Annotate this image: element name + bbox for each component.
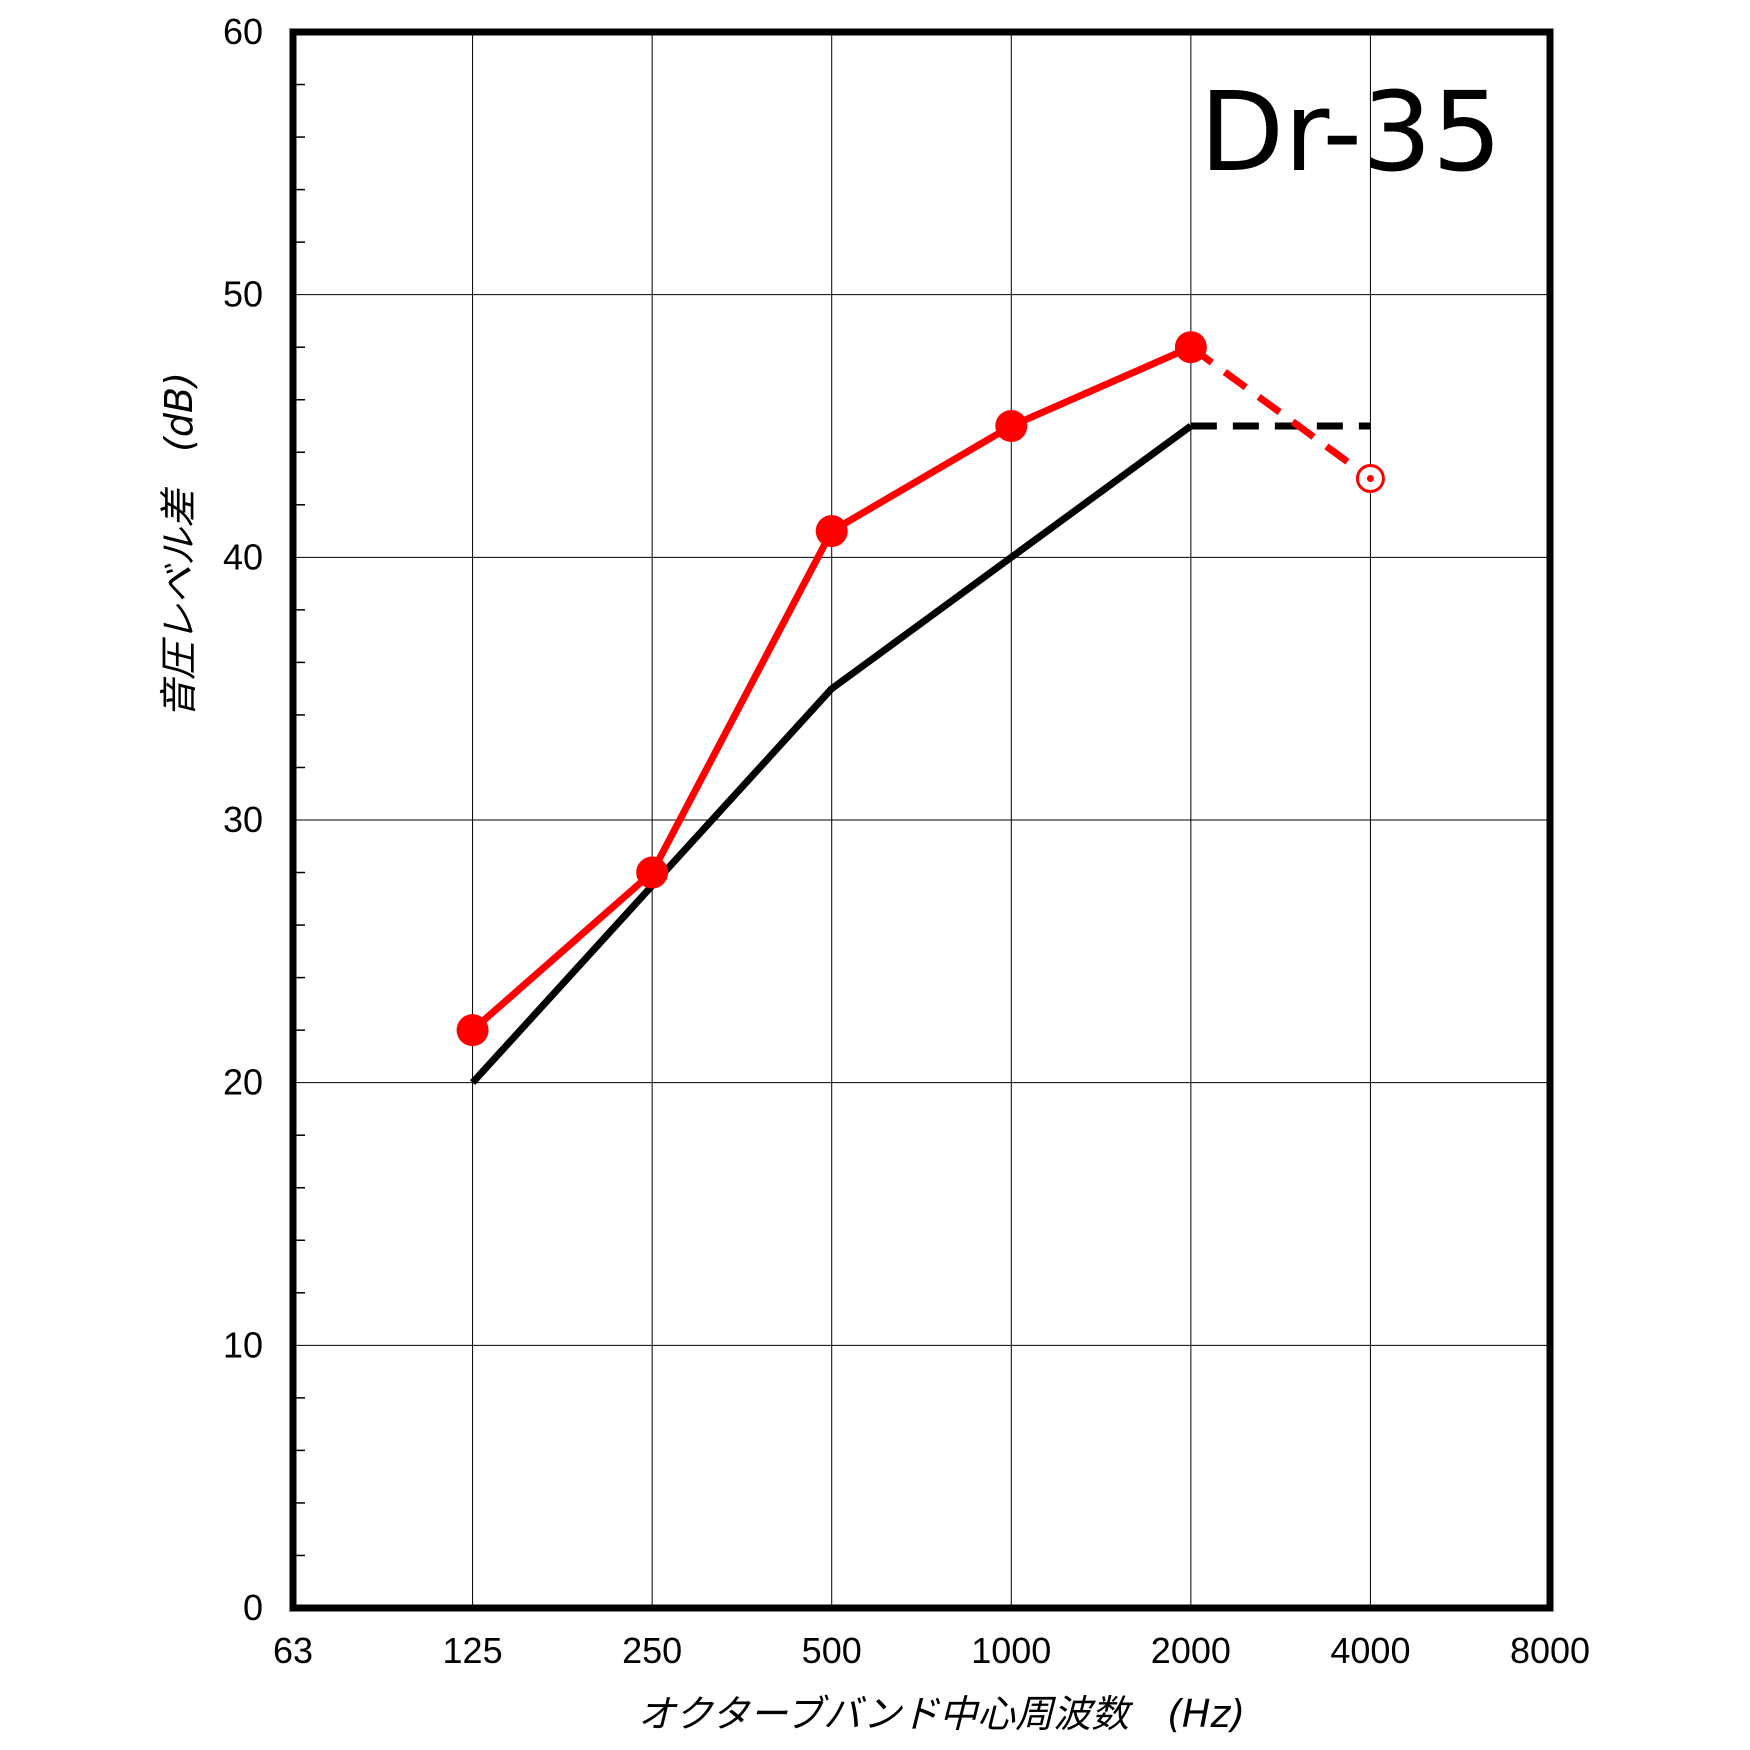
y-tick-label: 60 — [223, 11, 263, 52]
x-tick-label: 1000 — [971, 1630, 1051, 1671]
series-line — [469, 423, 1193, 1086]
data-point — [636, 856, 669, 889]
x-tick-label: 500 — [802, 1630, 862, 1671]
data-point — [815, 515, 848, 548]
x-tick-label: 125 — [443, 1630, 503, 1671]
y-tick-label: 10 — [223, 1324, 263, 1365]
x-tick-label: 4000 — [1330, 1630, 1410, 1671]
x-tick-labels: 63 125 250 500 1000 2000 4000 8000 — [273, 1630, 1590, 1671]
y-tick-label: 50 — [223, 274, 263, 315]
series-line — [1188, 344, 1373, 482]
y-tick-label: 0 — [243, 1587, 263, 1628]
grid — [293, 32, 1550, 1608]
data-point — [995, 410, 1028, 442]
x-tick-label: 250 — [622, 1630, 682, 1671]
data-point — [456, 1014, 489, 1047]
plot-frame — [289, 28, 1554, 1612]
y-tick-label: 20 — [223, 1062, 263, 1103]
x-tick-label: 63 — [273, 1630, 313, 1671]
x-tick-label: 8000 — [1510, 1630, 1590, 1671]
y-axis-title: 音圧レベル差 (dB) — [157, 372, 201, 718]
y-tick-labels: 0 10 20 30 40 50 60 — [223, 11, 263, 1628]
y-tick-label: 40 — [223, 536, 263, 577]
data-point-center — [1366, 475, 1374, 483]
y-tick-label: 30 — [223, 799, 263, 840]
series-layer — [456, 331, 1385, 1086]
chart-title: Dr-35 — [1199, 68, 1502, 196]
x-axis-title: オクターブバンド中心周波数 (Hz) — [638, 1692, 1246, 1736]
x-tick-label: 2000 — [1151, 1630, 1231, 1671]
